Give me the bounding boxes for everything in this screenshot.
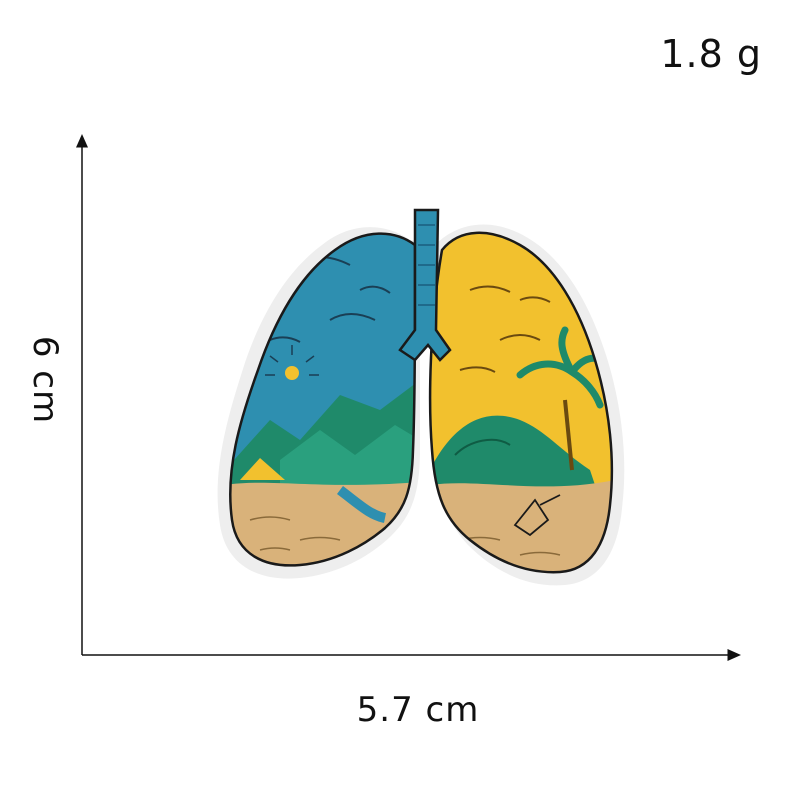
weight-label: 1.8 g	[660, 32, 762, 76]
lungs-patch-icon	[217, 208, 625, 586]
height-dimension-label: 6 cm	[25, 335, 65, 425]
width-dimension-label: 5.7 cm	[356, 690, 480, 730]
